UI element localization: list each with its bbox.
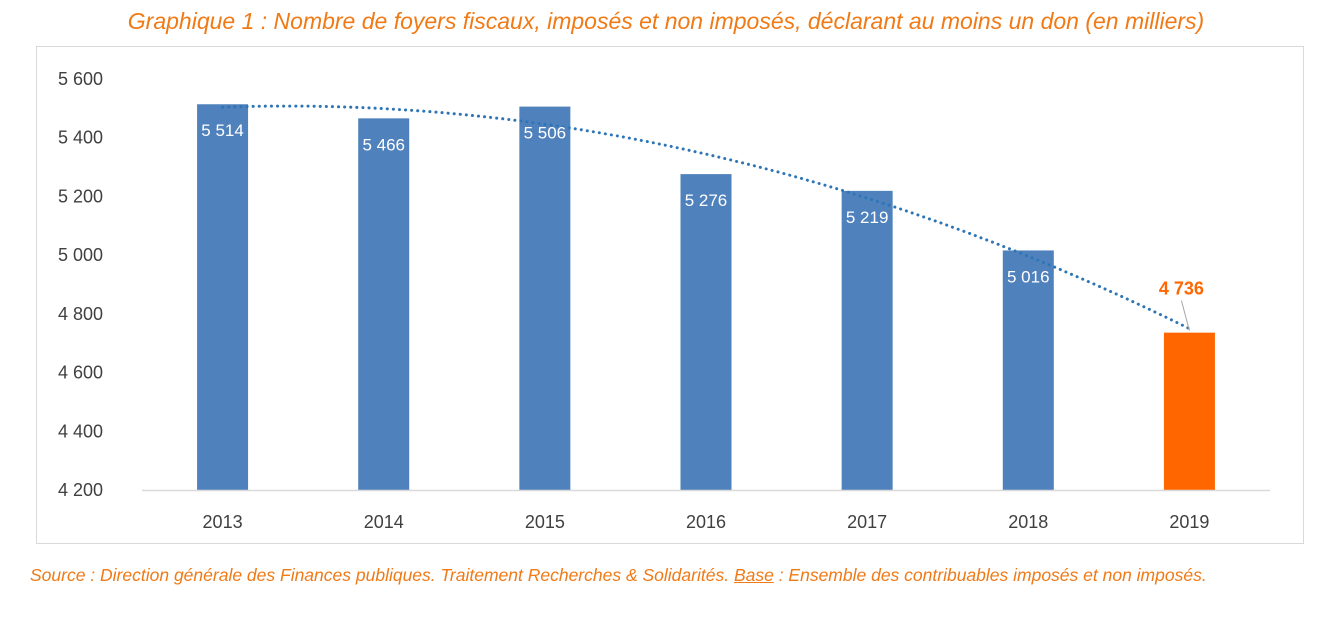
x-tick-label: 2017 bbox=[847, 512, 887, 532]
y-tick-label: 4 600 bbox=[58, 363, 103, 383]
y-tick-label: 5 000 bbox=[58, 245, 103, 265]
bar bbox=[1002, 250, 1054, 490]
bar bbox=[680, 174, 732, 491]
value-label: 5 276 bbox=[685, 191, 728, 210]
trendline bbox=[221, 104, 1191, 331]
source-note: Source : Direction générale des Finances… bbox=[30, 562, 1310, 588]
bar bbox=[197, 104, 249, 491]
bar bbox=[1163, 332, 1215, 490]
y-tick-label: 5 600 bbox=[58, 69, 103, 89]
y-tick-label: 4 200 bbox=[58, 480, 103, 500]
value-label: 5 466 bbox=[362, 135, 405, 154]
value-label: 5 506 bbox=[524, 124, 567, 143]
y-tick-label: 4 800 bbox=[58, 304, 103, 324]
chart-title: Graphique 1 : Nombre de foyers fiscaux, … bbox=[127, 8, 1205, 34]
x-tick-label: 2015 bbox=[525, 512, 565, 532]
value-label: 5 219 bbox=[846, 208, 889, 227]
x-tick-label: 2014 bbox=[364, 512, 404, 532]
x-tick-label: 2013 bbox=[203, 512, 243, 532]
x-tick-label: 2019 bbox=[1169, 512, 1209, 532]
value-label-leader bbox=[1180, 300, 1190, 331]
source-base-label: Base bbox=[733, 565, 774, 585]
y-tick-label: 4 400 bbox=[58, 421, 103, 441]
source-suffix: : Ensemble des contribuables imposés et … bbox=[773, 565, 1207, 585]
x-tick-label: 2018 bbox=[1008, 512, 1048, 532]
x-tick-label: 2016 bbox=[686, 512, 726, 532]
source-prefix: Source : Direction générale des Finances… bbox=[30, 565, 734, 585]
chart-frame bbox=[36, 46, 1304, 544]
value-label: 5 016 bbox=[1007, 267, 1050, 286]
value-label: 5 514 bbox=[201, 121, 244, 140]
y-tick-label: 5 400 bbox=[58, 128, 103, 148]
y-tick-label: 5 200 bbox=[58, 186, 103, 206]
value-label: 4 736 bbox=[1159, 279, 1204, 299]
bar bbox=[841, 190, 893, 490]
bar bbox=[519, 106, 571, 491]
bar bbox=[358, 118, 410, 491]
